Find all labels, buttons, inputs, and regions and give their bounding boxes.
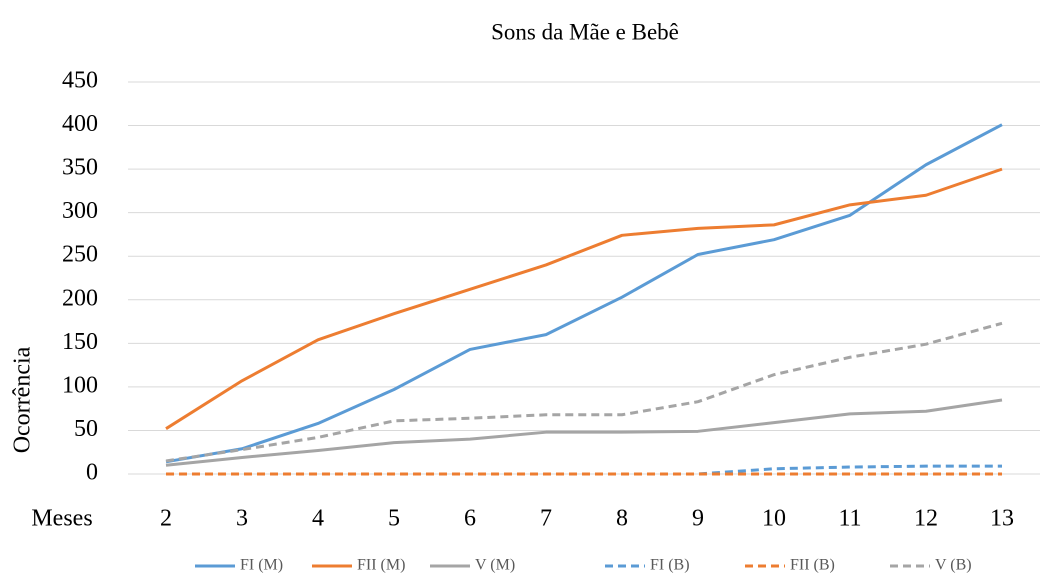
legend-label: FII (M): [357, 557, 405, 574]
series-line: [165, 398, 1003, 467]
y-tick-label: 450: [62, 68, 98, 94]
x-tick-label: 8: [616, 506, 628, 532]
chart-title: Sons da Mãe e Bebê: [491, 19, 679, 44]
x-tick-label: 12: [914, 506, 938, 532]
x-tick-label: 11: [838, 506, 861, 532]
x-tick-label: 9: [692, 506, 704, 532]
y-tick-label: 50: [74, 416, 98, 442]
y-tick-label: 150: [62, 329, 98, 355]
x-tick-label: 3: [236, 506, 248, 532]
x-tick-label: 13: [990, 506, 1014, 532]
y-tick-label: 300: [62, 198, 98, 224]
y-tick-label: 0: [86, 460, 98, 486]
series-line: [165, 123, 1003, 464]
x-tick-label: 2: [160, 506, 172, 532]
x-tick-label: 4: [312, 506, 324, 532]
legend-label: V (B): [935, 557, 972, 574]
y-axis-label: Ocorrência: [10, 346, 36, 453]
x-axis-label: Meses: [31, 506, 92, 532]
x-tick-label: 7: [540, 506, 552, 532]
y-tick-label: 400: [62, 111, 98, 137]
series-line: [165, 321, 1003, 463]
y-tick-label: 100: [62, 372, 98, 398]
x-tick-label: 6: [464, 506, 476, 532]
legend-label: FII (B): [790, 557, 835, 574]
legend-label: FI (B): [650, 557, 690, 574]
y-tick-label: 350: [62, 155, 98, 181]
y-tick-label: 200: [62, 285, 98, 311]
y-tick-label: 250: [62, 242, 98, 268]
x-tick-label: 5: [388, 506, 400, 532]
legend-label: FI (M): [240, 557, 283, 574]
x-tick-label: 10: [762, 506, 786, 532]
legend-label: V (M): [475, 557, 515, 574]
series-line: [165, 167, 1003, 430]
